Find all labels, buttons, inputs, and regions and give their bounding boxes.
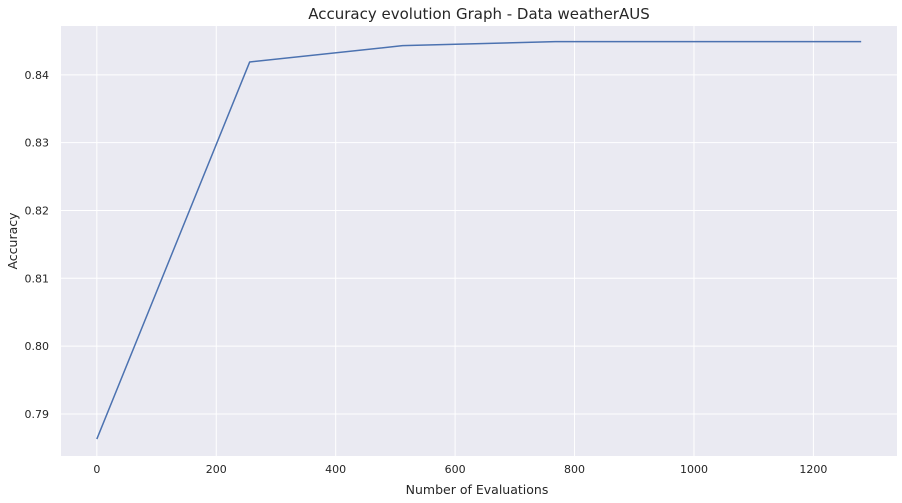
y-tick-label: 0.81 bbox=[25, 272, 50, 285]
y-tick-label: 0.80 bbox=[25, 340, 50, 353]
y-tick-label: 0.83 bbox=[25, 137, 50, 150]
x-axis-ticks: 0 200 400 600 800 1000 1200 bbox=[93, 463, 827, 476]
accuracy-series-line bbox=[96, 40, 862, 440]
x-tick-label: 1000 bbox=[680, 463, 708, 476]
x-tick-label: 600 bbox=[445, 463, 466, 476]
plot-area bbox=[61, 26, 897, 456]
x-tick-label: 800 bbox=[564, 463, 585, 476]
y-tick-label: 0.79 bbox=[25, 408, 50, 421]
x-axis-label: Number of Evaluations bbox=[406, 482, 549, 497]
x-tick-label: 0 bbox=[93, 463, 100, 476]
y-tick-label: 0.82 bbox=[25, 204, 50, 217]
y-tick-label: 0.84 bbox=[25, 69, 50, 82]
y-axis-label: Accuracy bbox=[5, 212, 20, 270]
y-axis-ticks: 0.79 0.80 0.81 0.82 0.83 0.84 bbox=[25, 69, 50, 421]
chart-title: Accuracy evolution Graph - Data weatherA… bbox=[308, 5, 649, 23]
x-tick-label: 200 bbox=[206, 463, 227, 476]
x-tick-label: 1200 bbox=[799, 463, 827, 476]
x-tick-label: 400 bbox=[325, 463, 346, 476]
series-layer bbox=[96, 40, 862, 440]
grid-lines bbox=[61, 26, 897, 456]
